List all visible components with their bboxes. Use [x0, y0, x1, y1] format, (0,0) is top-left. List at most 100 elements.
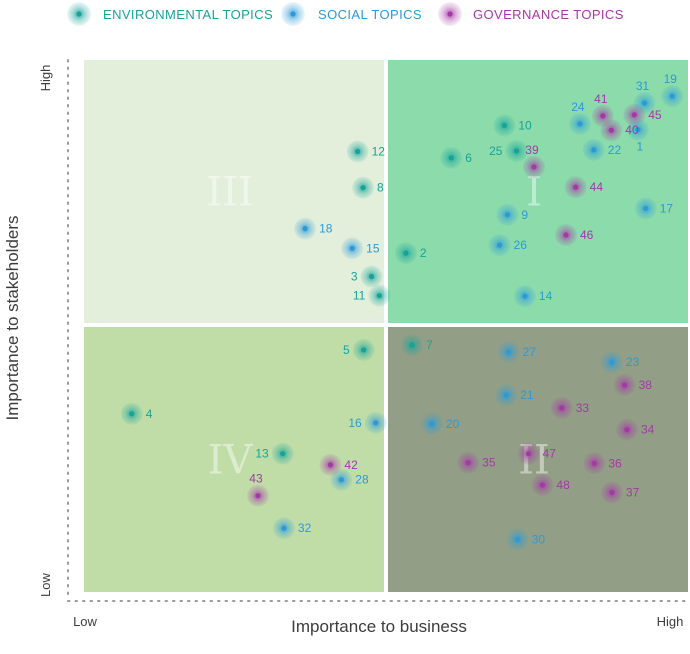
topic-47-point[interactable]: 47 [517, 442, 557, 465]
topic-13-point[interactable]: 13 [255, 442, 294, 465]
topic-43-label: 43 [249, 472, 263, 486]
topic-38-dot [621, 382, 628, 388]
topic-7-dot [409, 342, 415, 348]
topic-40-label: 40 [625, 123, 639, 137]
topic-24-dot [577, 121, 583, 127]
x-axis-high-label: High [657, 614, 684, 629]
topic-10-dot [501, 122, 507, 129]
x-axis-title: Importance to business [291, 617, 467, 636]
topic-8-point[interactable]: 8 [352, 176, 384, 199]
topic-12-dot [355, 148, 361, 155]
topic-5-point[interactable]: 5 [343, 338, 375, 361]
topic-39-dot [531, 164, 537, 170]
topic-4-dot [129, 411, 135, 417]
topic-10-point[interactable]: 10 [493, 114, 532, 137]
topic-23-dot [609, 359, 615, 365]
topic-11-point[interactable]: 11 [353, 284, 391, 307]
topic-46-label: 46 [580, 228, 594, 242]
topic-37-point[interactable]: 37 [600, 481, 640, 504]
quadrant-bottom-left-label: IV [208, 438, 254, 484]
topic-31-dot [641, 100, 648, 106]
topic-32-point[interactable]: 32 [272, 517, 312, 540]
topic-42-point[interactable]: 42 [319, 453, 358, 476]
topic-28-label: 28 [355, 473, 369, 487]
topic-26-label: 26 [514, 238, 528, 252]
topic-13-dot [280, 451, 286, 457]
topic-40-point[interactable]: 40 [600, 119, 639, 142]
topic-35-point[interactable]: 35 [457, 451, 496, 474]
topic-48-dot [539, 482, 546, 488]
topic-7-point[interactable]: 7 [400, 334, 433, 357]
topic-34-point[interactable]: 34 [615, 418, 655, 441]
topic-17-point[interactable]: 17 [634, 197, 674, 220]
topic-37-dot [609, 489, 615, 496]
topic-20-point[interactable]: 20 [420, 412, 460, 435]
topic-12-point[interactable]: 12 [346, 140, 386, 163]
topic-7-label: 7 [426, 338, 433, 352]
topic-33-point[interactable]: 33 [550, 396, 590, 419]
topic-24-point[interactable]: 24 [568, 100, 591, 135]
topic-14-dot [522, 293, 528, 299]
topic-26-point[interactable]: 26 [488, 234, 528, 257]
topic-9-point[interactable]: 9 [496, 203, 528, 226]
topic-3-point[interactable]: 3 [351, 265, 383, 288]
topic-27-point[interactable]: 27 [497, 341, 537, 364]
topic-21-point[interactable]: 21 [495, 384, 534, 407]
topic-38-point[interactable]: 38 [613, 374, 653, 397]
topic-44-point[interactable]: 44 [564, 176, 604, 199]
topic-48-label: 48 [556, 478, 570, 492]
topic-22-point[interactable]: 22 [582, 138, 622, 161]
topic-42-label: 42 [344, 458, 358, 472]
topic-30-point[interactable]: 30 [506, 528, 546, 551]
topic-15-point[interactable]: 15 [341, 237, 380, 260]
y-axis-title: Importance to stakeholders [3, 215, 22, 420]
topic-2-point[interactable]: 2 [394, 242, 427, 265]
topic-38-label: 38 [639, 378, 653, 392]
topic-36-point[interactable]: 36 [583, 452, 622, 475]
x-axis-low-label: Low [73, 614, 97, 629]
topic-47-dot [525, 451, 532, 457]
topic-19-label: 19 [664, 72, 678, 86]
topic-30-dot [515, 536, 521, 542]
topic-44-dot [573, 184, 579, 190]
legend-gov-label: GOVERNANCE TOPICS [473, 7, 624, 22]
topic-41-dot [600, 113, 606, 119]
topic-39-point[interactable]: 39 [522, 143, 545, 178]
topic-33-label: 33 [576, 401, 590, 415]
topic-19-point[interactable]: 19 [661, 72, 684, 108]
topic-43-point[interactable]: 43 [246, 472, 269, 507]
topic-5-dot [361, 347, 367, 353]
topic-21-label: 21 [520, 388, 534, 402]
topic-23-point[interactable]: 23 [600, 351, 640, 374]
quadrant-top-right-label: I [526, 170, 542, 216]
topic-45-point[interactable]: 45 [623, 103, 662, 126]
topic-22-dot [591, 147, 597, 153]
topic-48-point[interactable]: 48 [531, 474, 570, 497]
y-axis-high-label: High [38, 65, 53, 92]
legend-env-marker [76, 11, 82, 17]
topic-1-dot [635, 127, 641, 133]
topic-14-point[interactable]: 14 [513, 285, 553, 308]
topic-6-point[interactable]: 6 [440, 146, 472, 169]
topic-25-point[interactable]: 25 [489, 139, 528, 162]
topic-16-point[interactable]: 16 [348, 411, 387, 434]
topic-8-label: 8 [377, 181, 384, 195]
topic-16-dot [373, 420, 379, 426]
y-axis-low-label: Low [38, 572, 53, 596]
topic-12-label: 12 [372, 145, 386, 159]
topic-35-label: 35 [482, 456, 496, 470]
topic-18-point[interactable]: 18 [294, 217, 333, 240]
topic-15-dot [349, 245, 355, 251]
topic-4-point[interactable]: 4 [120, 402, 153, 425]
topic-28-dot [338, 477, 344, 483]
quadrant-bottom-right [388, 327, 688, 592]
topic-37-label: 37 [626, 486, 640, 500]
topic-19-dot [669, 93, 675, 99]
topic-3-label: 3 [351, 270, 358, 284]
topic-41-label: 41 [594, 92, 608, 106]
topic-40-dot [608, 127, 614, 133]
topic-34-dot [624, 427, 630, 433]
topic-11-label: 11 [353, 289, 366, 303]
topic-46-point[interactable]: 46 [554, 224, 594, 247]
